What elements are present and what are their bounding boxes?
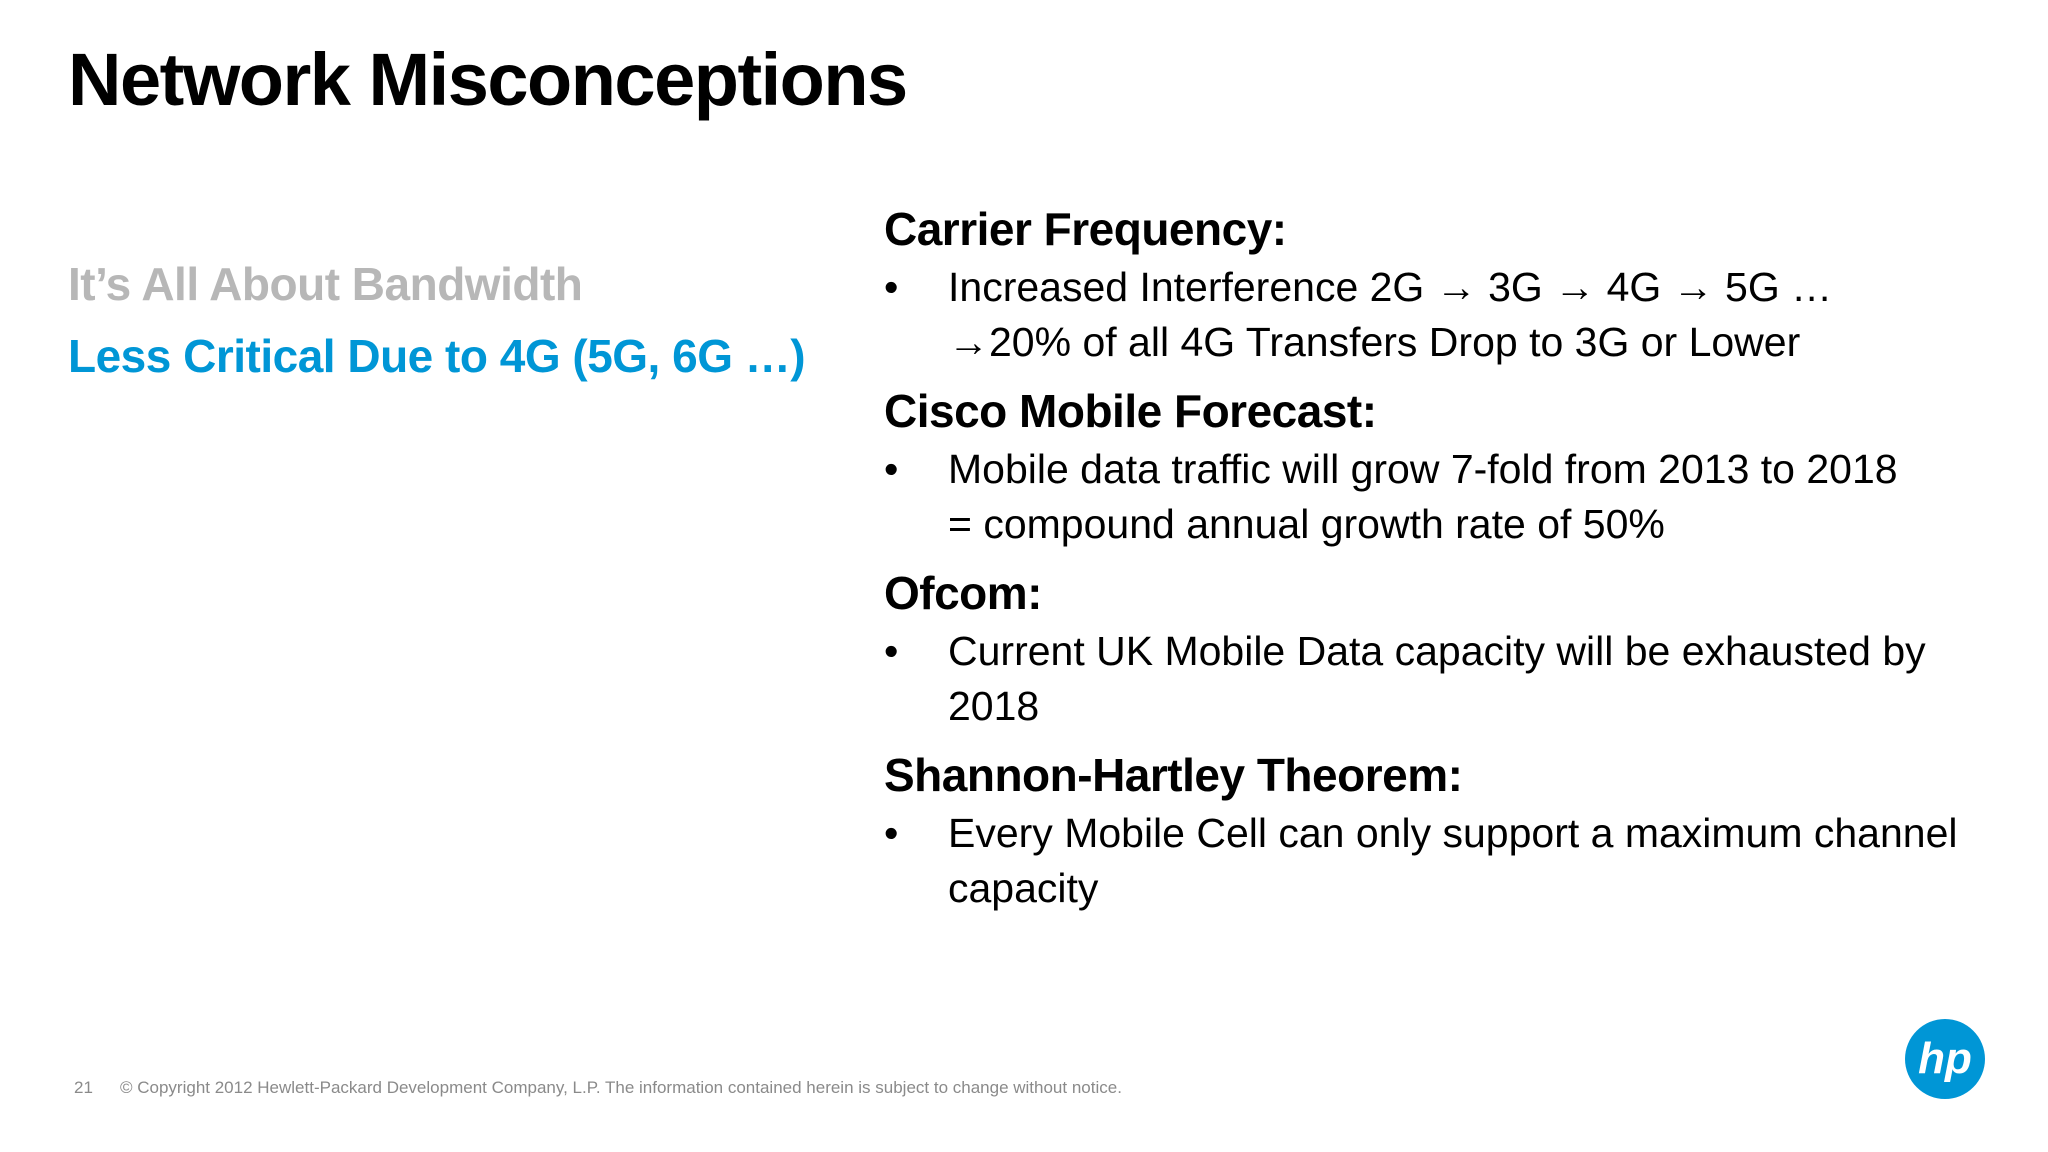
section-shannon-hartley: Shannon-Hartley Theorem: • Every Mobile … bbox=[884, 744, 2014, 916]
slide-title: Network Misconceptions bbox=[68, 38, 908, 121]
section-heading: Cisco Mobile Forecast: bbox=[884, 385, 1377, 437]
section-heading: Carrier Frequency: bbox=[884, 203, 1287, 255]
content-column: Carrier Frequency: • Increased Interfere… bbox=[884, 198, 2014, 926]
bullet-text: Every Mobile Cell can only support a max… bbox=[948, 810, 1958, 911]
bullet-icon: • bbox=[884, 628, 899, 674]
hp-logo-icon: hp bbox=[1904, 1018, 1986, 1100]
section-cisco-forecast: Cisco Mobile Forecast: • Mobile data tra… bbox=[884, 380, 2014, 552]
section-carrier-frequency: Carrier Frequency: • Increased Interfere… bbox=[884, 198, 2014, 370]
left-item-bandwidth: It’s All About Bandwidth bbox=[68, 258, 583, 310]
logo-text: hp bbox=[1918, 1034, 1972, 1083]
bullet-icon: • bbox=[884, 264, 899, 310]
bullet-icon: • bbox=[884, 810, 899, 856]
bullet-item: • Current UK Mobile Data capacity will b… bbox=[884, 624, 2014, 734]
bullet-item: • Every Mobile Cell can only support a m… bbox=[884, 806, 2014, 916]
bullet-item: • Increased Interference 2G → 3G → 4G → … bbox=[884, 260, 2014, 370]
bullet-text: Current UK Mobile Data capacity will be … bbox=[948, 628, 1926, 729]
bullet-item: • Mobile data traffic will grow 7-fold f… bbox=[884, 442, 2014, 552]
page-number: 21 bbox=[74, 1078, 93, 1097]
section-heading: Ofcom: bbox=[884, 567, 1043, 619]
copyright-notice: © Copyright 2012 Hewlett-Packard Develop… bbox=[120, 1078, 1122, 1097]
bullet-text: Mobile data traffic will grow 7-fold fro… bbox=[948, 446, 1898, 547]
left-item-less-critical: Less Critical Due to 4G (5G, 6G …) bbox=[68, 330, 806, 382]
bullet-icon: • bbox=[884, 446, 899, 492]
section-heading: Shannon-Hartley Theorem: bbox=[884, 749, 1463, 801]
bullet-text: Increased Interference 2G → 3G → 4G → 5G… bbox=[948, 264, 1833, 365]
section-ofcom: Ofcom: • Current UK Mobile Data capacity… bbox=[884, 562, 2014, 734]
